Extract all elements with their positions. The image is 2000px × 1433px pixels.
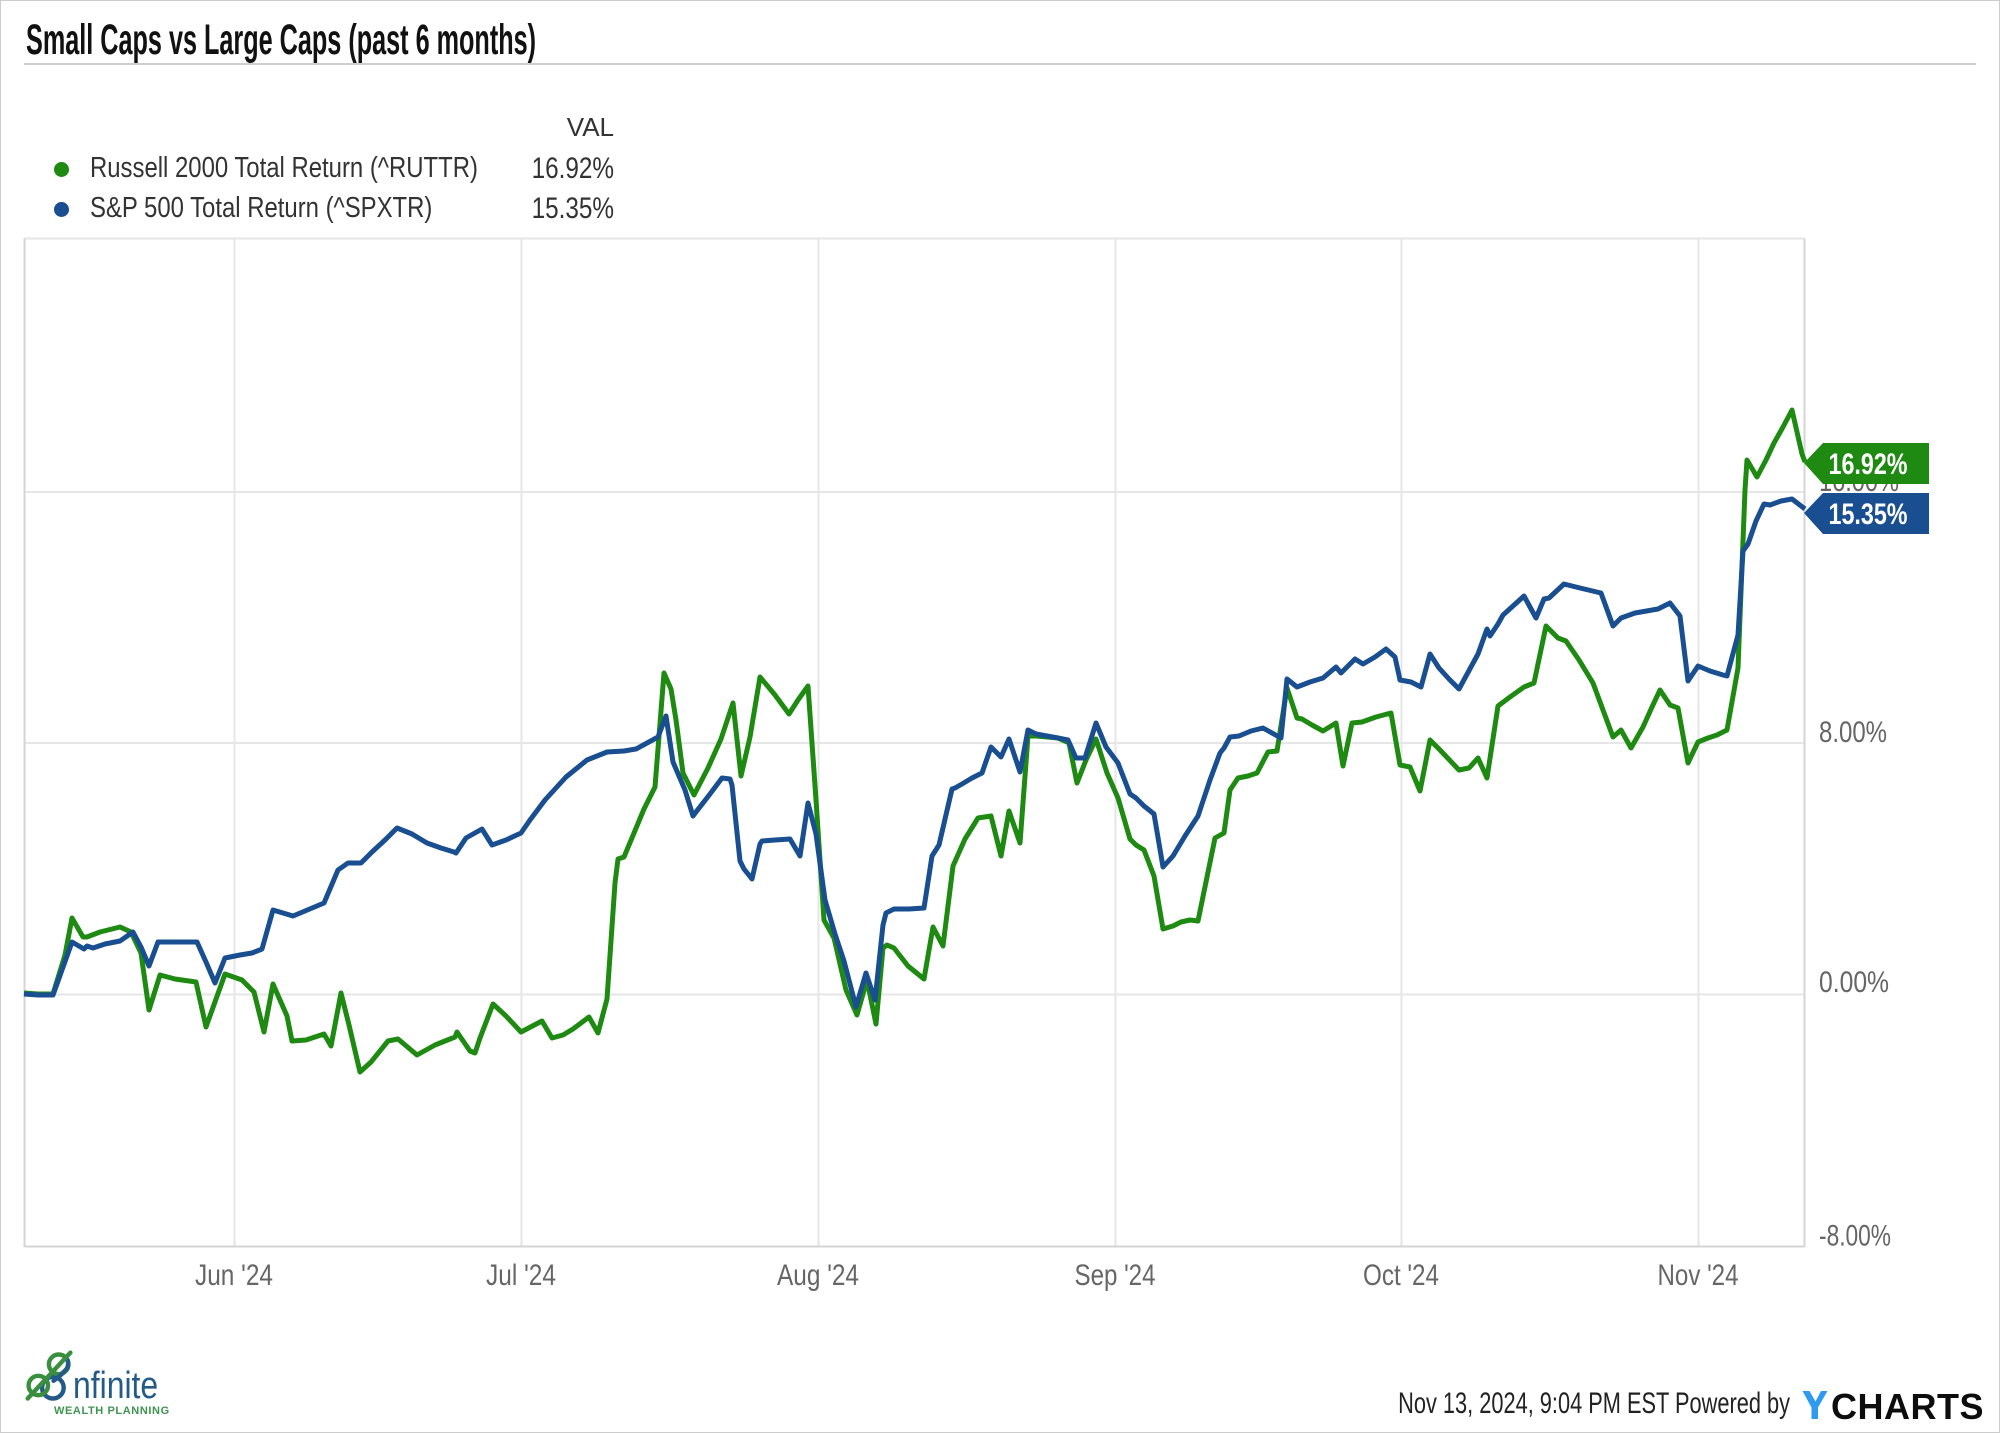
svg-text:15.35%: 15.35% <box>1829 498 1908 531</box>
svg-text:Sep '24: Sep '24 <box>1075 1259 1156 1292</box>
svg-text:Aug '24: Aug '24 <box>777 1259 859 1292</box>
svg-text:Jun '24: Jun '24 <box>195 1259 273 1292</box>
svg-text:Jul '24: Jul '24 <box>486 1259 556 1292</box>
svg-text:0.00%: 0.00% <box>1819 966 1889 999</box>
svg-text:16.92%: 16.92% <box>1829 448 1908 481</box>
svg-text:-8.00%: -8.00% <box>1819 1220 1891 1253</box>
svg-text:Oct '24: Oct '24 <box>1363 1259 1439 1292</box>
svg-text:8.00%: 8.00% <box>1819 716 1887 749</box>
svg-text:Nov '24: Nov '24 <box>1658 1259 1739 1292</box>
